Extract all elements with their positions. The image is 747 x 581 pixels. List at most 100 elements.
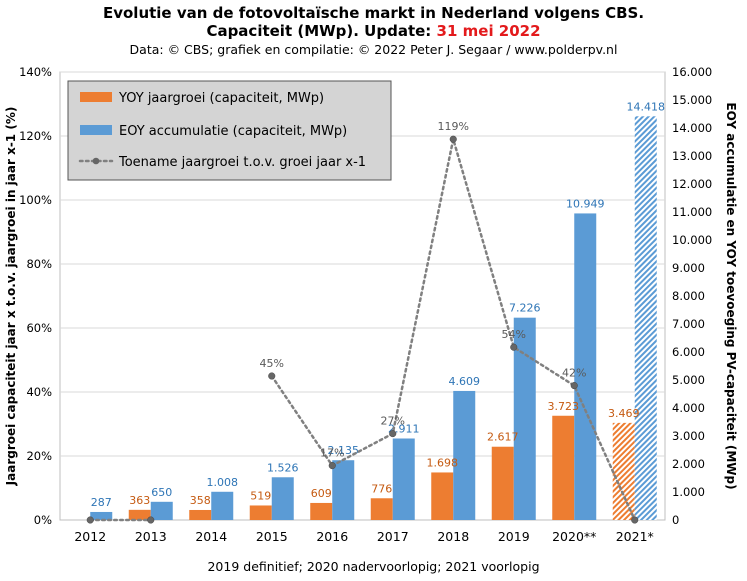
update-date: 31 mei 2022 (436, 22, 541, 40)
left-tick-label: 140% (19, 65, 52, 79)
growth-point (449, 135, 457, 143)
category-label: 2013 (135, 529, 167, 544)
bar-yoy (431, 472, 454, 520)
right-tick-label: 6.000 (672, 345, 705, 359)
yoy-value-label: 2.617 (487, 431, 519, 444)
right-tick-label: 2.000 (672, 457, 705, 471)
yoy-value-label: 3.469 (608, 407, 640, 420)
growth-point (147, 516, 155, 524)
bars (90, 116, 657, 521)
growth-point (328, 462, 336, 470)
eoy-value-label: 1.008 (207, 476, 239, 489)
chart-title: Evolutie van de fotovoltaïsche markt in … (102, 4, 645, 22)
bar-eoy (634, 116, 657, 521)
right-tick-label: 10.000 (672, 233, 712, 247)
bar-eoy (271, 477, 294, 520)
growth-value-label: 45% (260, 357, 284, 370)
legend-label-eoy: EOY accumulatie (capaciteit, MWp) (119, 124, 347, 139)
eoy-value-label: 14.418 (627, 100, 666, 113)
right-tick-label: 13.000 (672, 149, 712, 163)
right-tick-label: 3.000 (672, 429, 705, 443)
legend-label-yoy: YOY jaargroei (capaciteit, MWp) (118, 91, 324, 106)
right-tick-label: 16.000 (672, 65, 712, 79)
chart-footnote: 2019 definitief; 2020 nadervoorlopig; 20… (207, 559, 540, 574)
left-tick-label: 20% (26, 449, 52, 463)
left-axis-ticks: 0% 20% 40% 60% 80% 100% 120% 140% (19, 65, 52, 527)
growth-value-label: 119% (438, 120, 469, 133)
category-label: 2012 (74, 529, 106, 544)
right-tick-label: 0 (672, 513, 679, 527)
growth-line: 45% 17% 27% 119% 54% 42% (86, 120, 639, 524)
yoy-value-label: 519 (250, 489, 271, 502)
bar-eoy (513, 317, 536, 520)
right-tick-label: 5.000 (672, 373, 705, 387)
legend-box (67, 80, 392, 181)
right-tick-label: 7.000 (672, 317, 705, 331)
bar-yoy (552, 415, 575, 520)
growth-value-label: 54% (502, 328, 526, 341)
bar-eoy (453, 390, 476, 520)
bar-yoy (189, 509, 212, 520)
left-tick-label: 60% (26, 321, 52, 335)
yoy-value-label: 1.698 (427, 456, 459, 469)
bar-eoy (211, 491, 234, 520)
bar-yoy (310, 502, 333, 520)
left-tick-label: 0% (34, 513, 52, 527)
right-tick-label: 4.000 (672, 401, 705, 415)
growth-value-label: 42% (562, 367, 586, 380)
chart-subtitle: Capaciteit (MWp). Update: 31 mei 2022 (0, 22, 747, 40)
eoy-value-label: 10.949 (566, 197, 605, 210)
bar-yoy (612, 422, 635, 520)
growth-point (510, 343, 518, 351)
category-label: 2021* (616, 529, 654, 544)
eoy-value-label: 287 (91, 496, 112, 509)
growth-point (570, 382, 578, 390)
category-label: 2018 (437, 529, 469, 544)
right-tick-label: 15.000 (672, 93, 712, 107)
right-axis-ticks: 0 1.000 2.000 3.000 4.000 5.000 6.000 7.000 8.00… (672, 65, 712, 527)
left-tick-label: 100% (19, 193, 52, 207)
eoy-value-label: 4.609 (449, 375, 481, 388)
growth-point (631, 516, 639, 524)
growth-point (268, 372, 276, 380)
category-label: 2015 (256, 529, 288, 544)
bar-eoy (90, 511, 113, 520)
left-axis-title: Jaargroei capaciteit jaar x t.o.v. jaarg… (4, 107, 18, 487)
eoy-value-label: 7.226 (509, 302, 541, 315)
legend: YOY jaargroei (capaciteit, MWp) EOY accum… (67, 80, 392, 181)
bar-yoy (370, 498, 393, 520)
growth-value-label: 17% (320, 447, 344, 460)
eoy-value-label: 650 (151, 486, 172, 499)
legend-swatch-eoy (80, 125, 112, 135)
growth-value-label: 27% (381, 415, 405, 428)
growth-point (389, 430, 397, 438)
data-labels: 287 3636503581.0085191.5266092.1357762.91… (91, 100, 665, 509)
bar-eoy (150, 501, 173, 520)
bar-yoy (128, 509, 151, 520)
right-tick-label: 9.000 (672, 261, 705, 275)
right-tick-label: 1.000 (672, 485, 705, 499)
right-tick-label: 8.000 (672, 289, 705, 303)
legend-swatch-marker (92, 157, 100, 165)
eoy-value-label: 1.526 (267, 461, 299, 474)
yoy-value-label: 363 (129, 494, 150, 507)
bar-eoy (332, 460, 355, 520)
legend-swatch-yoy (80, 92, 112, 102)
growth-point (86, 516, 94, 524)
yoy-value-label: 358 (190, 494, 211, 507)
bar-eoy (574, 213, 597, 521)
category-labels: 2012 2013 2014 2015 2016 2017 2018 2019 2020** 20… (74, 529, 653, 544)
chart-credit: Data: © CBS; grafiek en compilatie: © 20… (129, 42, 618, 57)
category-label: 2019 (498, 529, 530, 544)
yoy-value-label: 3.723 (548, 400, 580, 413)
right-tick-label: 12.000 (672, 177, 712, 191)
left-tick-label: 80% (26, 257, 52, 271)
bar-eoy (392, 438, 415, 520)
yoy-value-label: 776 (371, 482, 392, 495)
category-label: 2014 (195, 529, 227, 544)
category-label: 2017 (377, 529, 409, 544)
subtitle-prefix: Capaciteit (MWp). Update: (206, 22, 432, 40)
category-label: 2020** (552, 529, 596, 544)
